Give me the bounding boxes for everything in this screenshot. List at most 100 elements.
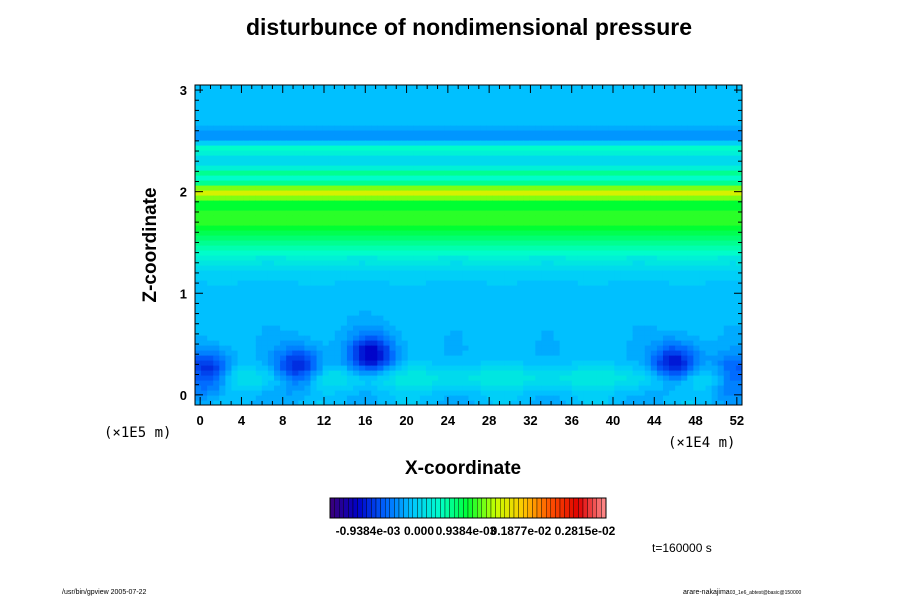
field-cell bbox=[237, 225, 245, 231]
field-cell bbox=[243, 200, 251, 206]
field-cell bbox=[383, 255, 391, 261]
field-cell bbox=[577, 220, 585, 226]
field-cell bbox=[656, 320, 664, 326]
field-cell bbox=[292, 190, 299, 196]
field-cell bbox=[365, 300, 372, 306]
field-cell bbox=[498, 230, 506, 236]
field-cell bbox=[553, 215, 561, 221]
field-cell bbox=[559, 335, 567, 341]
field-cell bbox=[243, 130, 251, 136]
field-cell bbox=[450, 100, 457, 106]
field-cell bbox=[340, 265, 348, 271]
field-cell bbox=[365, 115, 372, 121]
field-cell bbox=[565, 230, 573, 236]
field-cell bbox=[328, 160, 336, 166]
field-cell bbox=[286, 150, 293, 156]
field-cell bbox=[438, 290, 445, 296]
field-cell bbox=[334, 210, 342, 216]
field-cell bbox=[632, 370, 640, 376]
field-cell bbox=[413, 320, 421, 326]
field-cell bbox=[407, 260, 415, 266]
field-cell bbox=[511, 210, 518, 216]
field-cell bbox=[407, 180, 415, 186]
field-cell bbox=[304, 320, 312, 326]
field-cell bbox=[444, 340, 451, 346]
field-cell bbox=[656, 185, 664, 191]
field-cell bbox=[456, 275, 464, 281]
field-cell bbox=[359, 115, 366, 121]
field-cell bbox=[662, 360, 670, 366]
field-cell bbox=[249, 185, 257, 191]
field-cell bbox=[365, 325, 372, 331]
field-cell bbox=[614, 275, 622, 281]
field-cell bbox=[511, 325, 518, 331]
field-cell bbox=[626, 395, 634, 401]
field-cell bbox=[444, 375, 451, 381]
field-cell bbox=[243, 360, 251, 366]
field-cell bbox=[498, 220, 506, 226]
field-cell bbox=[243, 170, 251, 176]
field-cell bbox=[219, 350, 226, 356]
field-cell bbox=[195, 380, 202, 386]
field-cell bbox=[225, 285, 233, 291]
field-cell bbox=[541, 375, 549, 381]
field-cell bbox=[328, 380, 336, 386]
field-cell bbox=[353, 300, 360, 306]
field-cell bbox=[620, 285, 628, 291]
field-cell bbox=[468, 365, 476, 371]
field-cell bbox=[535, 355, 543, 361]
field-cell bbox=[492, 355, 500, 361]
field-cell bbox=[529, 115, 536, 121]
field-cell bbox=[346, 170, 354, 176]
field-cell bbox=[450, 220, 457, 226]
field-cell bbox=[620, 180, 628, 186]
field-cell bbox=[638, 90, 646, 96]
field-cell bbox=[207, 165, 214, 171]
field-cell bbox=[565, 320, 573, 326]
field-cell bbox=[638, 400, 646, 405]
field-cell bbox=[517, 180, 524, 186]
field-cell bbox=[225, 210, 233, 216]
field-cell bbox=[231, 95, 239, 101]
field-cell bbox=[401, 250, 409, 256]
field-cell bbox=[444, 175, 451, 181]
field-cell bbox=[371, 115, 378, 121]
field-cell bbox=[255, 225, 263, 231]
field-cell bbox=[280, 180, 287, 186]
field-cell bbox=[243, 285, 251, 291]
field-cell bbox=[517, 305, 524, 311]
field-cell bbox=[353, 295, 360, 301]
field-cell bbox=[492, 135, 500, 141]
field-cell bbox=[322, 85, 330, 91]
field-cell bbox=[583, 230, 591, 236]
field-cell bbox=[626, 375, 634, 381]
field-cell bbox=[656, 295, 664, 301]
field-cell bbox=[432, 155, 439, 161]
field-cell bbox=[547, 370, 555, 376]
field-cell bbox=[547, 275, 555, 281]
field-cell bbox=[255, 130, 263, 136]
field-cell bbox=[346, 385, 354, 391]
field-cell bbox=[346, 380, 354, 386]
field-cell bbox=[207, 220, 214, 226]
field-cell bbox=[626, 120, 634, 126]
field-cell bbox=[225, 185, 233, 191]
field-cell bbox=[450, 250, 457, 256]
field-cell bbox=[504, 240, 512, 246]
field-cell bbox=[456, 360, 464, 366]
field-cell bbox=[280, 265, 287, 271]
field-cell bbox=[304, 190, 312, 196]
field-cell bbox=[571, 170, 579, 176]
field-cell bbox=[565, 130, 573, 136]
field-cell bbox=[316, 285, 324, 291]
field-cell bbox=[346, 240, 354, 246]
field-cell bbox=[249, 385, 257, 391]
field-cell bbox=[590, 130, 597, 136]
field-cell bbox=[365, 145, 372, 151]
field-cell bbox=[389, 225, 397, 231]
field-cell bbox=[596, 385, 603, 391]
field-cell bbox=[432, 355, 439, 361]
field-cell bbox=[468, 375, 476, 381]
field-cell bbox=[304, 125, 312, 131]
field-cell bbox=[261, 170, 269, 176]
